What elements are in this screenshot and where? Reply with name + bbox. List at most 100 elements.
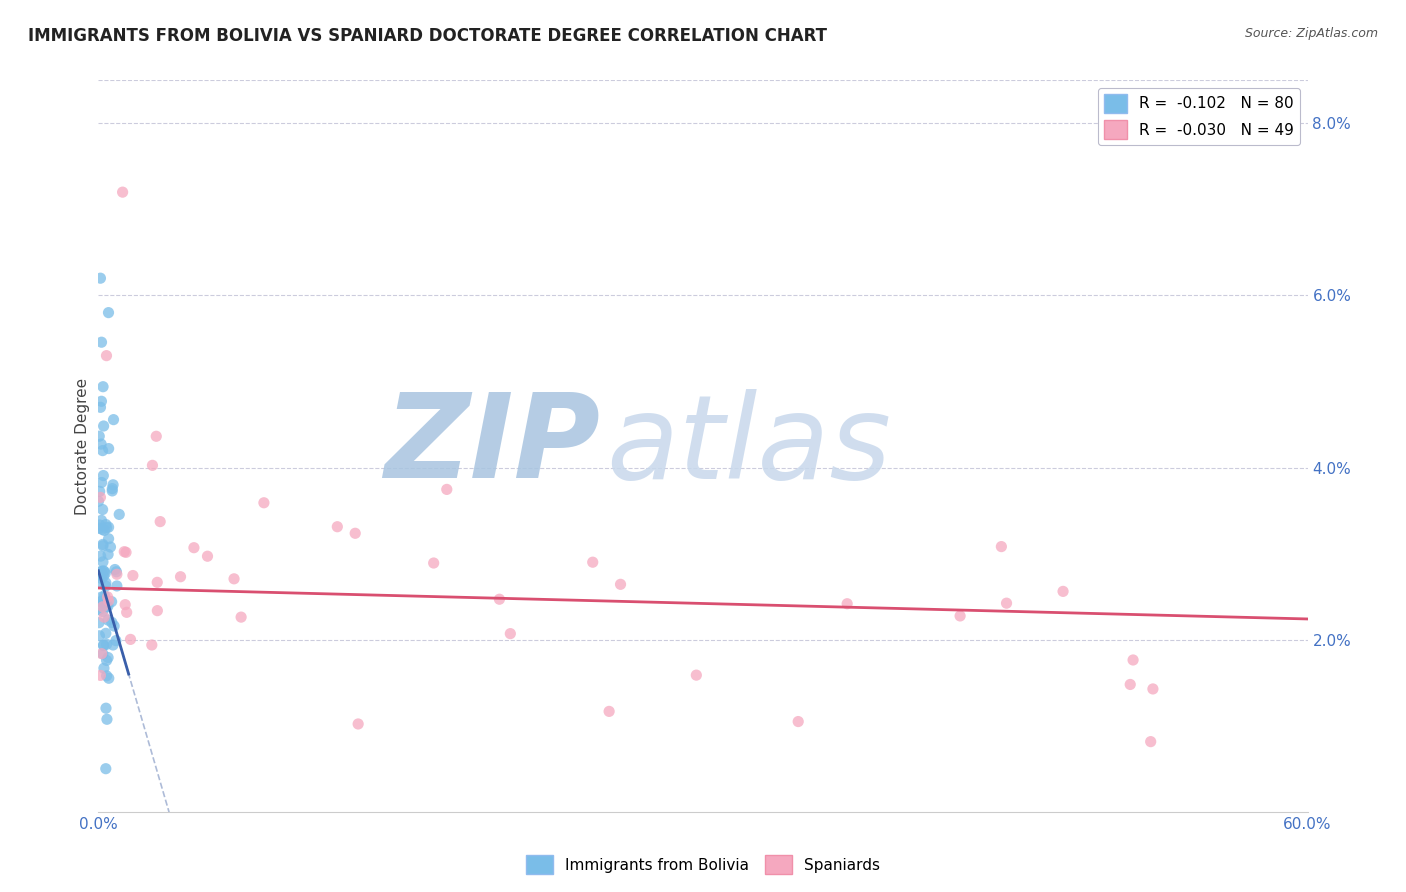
Point xyxy=(990,540,1012,554)
Point xyxy=(108,508,131,522)
Point xyxy=(90,335,112,350)
Point xyxy=(91,605,114,619)
Point xyxy=(90,513,112,527)
Text: atlas: atlas xyxy=(606,389,891,503)
Point xyxy=(145,429,167,443)
Point xyxy=(104,562,127,576)
Point xyxy=(89,518,111,533)
Point xyxy=(995,596,1018,610)
Point xyxy=(101,483,124,498)
Point xyxy=(1119,677,1142,691)
Point xyxy=(949,609,972,624)
Point xyxy=(101,615,124,630)
Point xyxy=(146,604,169,618)
Point xyxy=(103,619,125,633)
Point xyxy=(115,545,138,559)
Point xyxy=(141,638,163,652)
Text: ZIP: ZIP xyxy=(384,389,600,503)
Point xyxy=(96,637,118,651)
Point xyxy=(93,524,115,538)
Point xyxy=(89,401,111,415)
Point xyxy=(96,600,118,615)
Point xyxy=(100,594,122,608)
Point xyxy=(120,632,142,647)
Point xyxy=(488,592,510,607)
Point xyxy=(114,598,136,612)
Point xyxy=(90,591,112,605)
Point xyxy=(103,412,125,426)
Point xyxy=(91,502,114,516)
Point xyxy=(183,541,205,555)
Point xyxy=(94,626,117,640)
Point xyxy=(1052,584,1074,599)
Point xyxy=(91,564,114,578)
Point xyxy=(90,572,112,586)
Point xyxy=(97,442,120,456)
Point xyxy=(91,555,114,569)
Point xyxy=(97,547,120,561)
Point xyxy=(1142,681,1164,696)
Point xyxy=(93,565,115,579)
Point xyxy=(94,575,117,590)
Point xyxy=(93,610,115,624)
Point xyxy=(111,185,134,199)
Point xyxy=(115,605,138,619)
Point xyxy=(96,653,118,667)
Point xyxy=(229,610,252,624)
Point xyxy=(94,579,117,593)
Point xyxy=(94,517,117,532)
Point xyxy=(422,556,444,570)
Legend: Immigrants from Bolivia, Spaniards: Immigrants from Bolivia, Spaniards xyxy=(520,849,886,880)
Point xyxy=(222,572,245,586)
Point xyxy=(90,437,112,451)
Point xyxy=(87,615,110,630)
Point xyxy=(93,589,115,603)
Point xyxy=(90,549,112,563)
Point xyxy=(96,712,118,726)
Point xyxy=(97,650,120,665)
Point xyxy=(90,565,112,579)
Point xyxy=(90,394,112,409)
Point xyxy=(89,629,111,643)
Point xyxy=(1122,653,1144,667)
Point xyxy=(97,590,120,604)
Point xyxy=(91,647,114,661)
Point xyxy=(787,714,810,729)
Point xyxy=(94,566,117,581)
Point xyxy=(685,668,707,682)
Point xyxy=(91,539,114,553)
Point xyxy=(609,577,631,591)
Point xyxy=(90,647,112,661)
Point xyxy=(1139,734,1161,748)
Point xyxy=(169,570,191,584)
Point xyxy=(97,520,120,534)
Point xyxy=(101,477,124,491)
Point xyxy=(93,639,115,653)
Point xyxy=(122,568,145,582)
Point xyxy=(89,429,111,443)
Point xyxy=(96,521,118,535)
Point xyxy=(89,602,111,616)
Point xyxy=(96,349,118,363)
Point xyxy=(87,494,110,508)
Point xyxy=(94,762,117,776)
Point xyxy=(94,701,117,715)
Point xyxy=(91,596,114,610)
Point xyxy=(87,575,110,590)
Point xyxy=(326,519,349,533)
Point xyxy=(97,305,120,319)
Point xyxy=(97,613,120,627)
Point xyxy=(582,555,605,569)
Point xyxy=(91,537,114,551)
Point xyxy=(112,544,135,558)
Text: Source: ZipAtlas.com: Source: ZipAtlas.com xyxy=(1244,27,1378,40)
Point xyxy=(104,633,127,648)
Point xyxy=(93,638,115,652)
Point xyxy=(89,484,111,499)
Point xyxy=(93,419,115,434)
Point xyxy=(105,567,128,582)
Point xyxy=(101,638,124,652)
Point xyxy=(197,549,219,564)
Point xyxy=(91,522,114,536)
Point xyxy=(91,594,114,608)
